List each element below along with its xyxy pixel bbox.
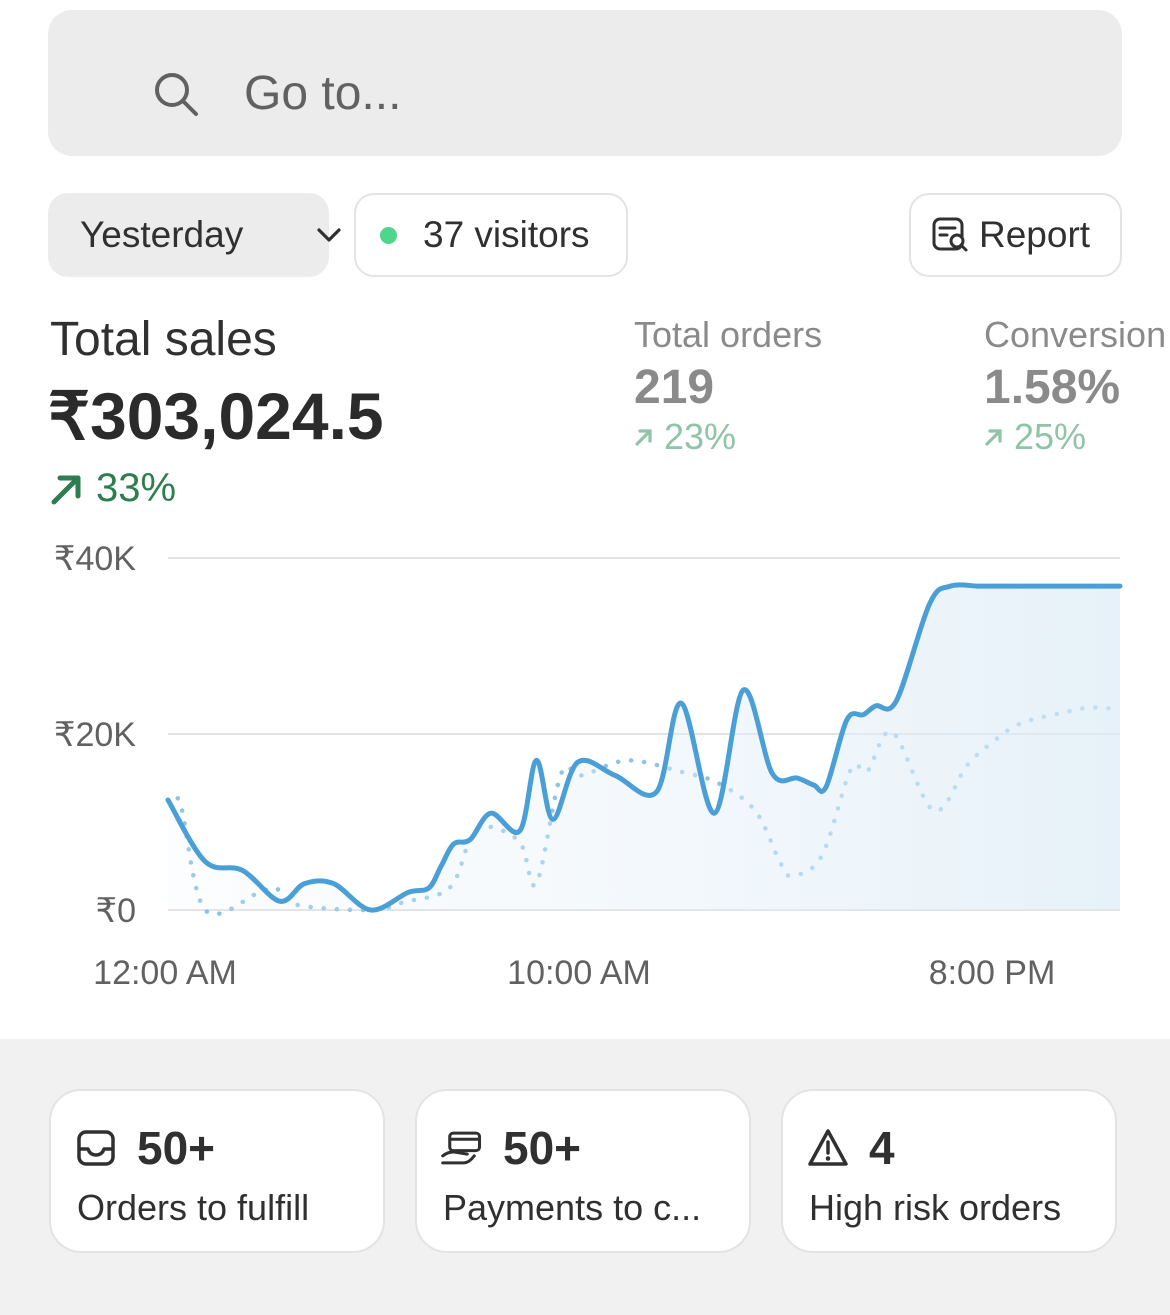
total-orders-label[interactable]: Total orders [634,314,823,355]
x-tick-label: 10:00 AM [507,954,651,992]
total-orders-value: 219 [634,361,715,414]
conversion-change-value: 25% [1014,416,1087,457]
sales-area-fill [168,584,1120,911]
x-tick-label: 8:00 PM [929,954,1056,992]
sales-line-chart[interactable]: ₹40K ₹20K ₹0 12:00 AM 10:00 AM 8:00 PM [0,530,1170,1010]
y-tick-label: ₹20K [54,716,136,754]
total-orders-change: 23% [634,416,736,458]
y-tick-label: ₹0 [95,892,136,930]
total-sales-change: 33% [50,466,176,511]
conversion-value: 1.58% [984,361,1121,414]
arrow-up-right-icon [635,429,652,446]
total-sales-change-value: 33% [96,466,177,510]
total-sales-label: Total sales [50,313,277,366]
high-risk-orders-card[interactable]: 4 High risk orders [781,1089,1117,1253]
payments-to-capture-label: Payments to c... [443,1187,702,1228]
orders-to-fulfill-card[interactable]: 50+ Orders to fulfill [49,1089,385,1253]
payments-to-capture-count: 50+ [503,1122,582,1174]
search-bar[interactable]: Go to... [48,10,1122,156]
inbox-icon [77,1130,115,1166]
conversion-label[interactable]: Conversion [984,314,1167,355]
high-risk-orders-label: High risk orders [809,1187,1062,1228]
report-button[interactable]: Report [909,193,1122,277]
live-status-dot [380,226,397,244]
payments-to-capture-card[interactable]: 50+ Payments to c... [415,1089,751,1253]
payment-hand-icon [441,1131,482,1165]
y-tick-label: ₹40K [54,540,136,578]
search-placeholder: Go to... [244,67,402,120]
chevron-down-icon [317,228,341,242]
x-tick-label: 12:00 AM [93,954,237,992]
warning-triangle-icon [808,1129,848,1166]
sales-series-line[interactable] [165,582,1123,913]
high-risk-orders-count: 4 [869,1122,895,1174]
total-sales-value: ₹303,024.5 [48,379,384,453]
visitors-label: 37 visitors [423,214,590,255]
arrow-up-right-icon [51,475,81,504]
report-label: Report [979,214,1091,255]
orders-to-fulfill-label: Orders to fulfill [77,1187,310,1228]
date-range-label: Yesterday [80,214,244,255]
search-icon [155,73,198,116]
live-visitors-button[interactable]: 37 visitors [354,193,628,277]
tasks-panel: 50+ Orders to fulfill 50+ Payments to c.… [0,1039,1170,1315]
orders-to-fulfill-count: 50+ [137,1122,216,1174]
total-orders-change-value: 23% [664,416,737,457]
report-icon [932,217,968,252]
conversion-change: 25% [984,416,1086,458]
date-range-selector[interactable]: Yesterday [48,193,341,277]
arrow-up-right-icon [985,429,1002,446]
